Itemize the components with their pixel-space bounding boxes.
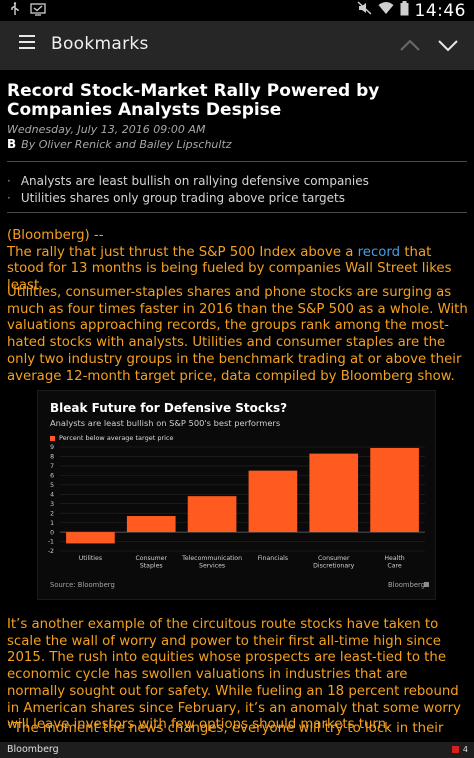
y-tick-label: 2 xyxy=(50,510,54,517)
x-tick-label: Care xyxy=(387,563,402,570)
paragraph: Utilities, consumer-staples shares and p… xyxy=(7,285,468,384)
y-tick-label: 3 xyxy=(50,501,54,508)
bullet-dot: · xyxy=(7,191,11,205)
paragraph: It’s another example of the circuitous r… xyxy=(7,617,461,733)
x-tick-label: Telecommunication xyxy=(181,555,242,562)
bar-chart: Bleak Future for Defensive Stocks? Analy… xyxy=(37,390,436,600)
x-tick-label: Consumer xyxy=(135,555,167,562)
status-bar: 14:46 xyxy=(0,0,474,21)
chart-brand: Bloomberg xyxy=(388,581,425,589)
bloomberg-glyph-icon xyxy=(424,582,429,587)
paragraph: (Bloomberg) -- The rally that just thrus… xyxy=(7,228,452,294)
bullet-dot: · xyxy=(7,174,11,188)
x-tick-label: Discretionary xyxy=(313,563,355,570)
chart-legend: Percent below average target price xyxy=(50,434,174,442)
legend-swatch xyxy=(50,435,55,441)
wifi-icon xyxy=(378,1,394,20)
bar xyxy=(126,516,176,533)
article-date: Wednesday, July 13, 2016 09:00 AM xyxy=(7,123,206,136)
y-tick-label: 1 xyxy=(50,520,54,527)
paragraph: “The moment the news changes, everyone w… xyxy=(7,721,444,736)
y-tick-label: -1 xyxy=(48,539,54,546)
summary-bullets: · Analysts are least bullish on rallying … xyxy=(7,173,467,207)
y-tick-label: 8 xyxy=(50,454,54,461)
article-body: Record Stock-Market Rally Powered by Com… xyxy=(0,70,474,742)
bar xyxy=(370,447,419,533)
y-tick-label: 0 xyxy=(50,529,54,536)
app-toolbar: Bookmarks xyxy=(0,21,474,70)
list-item: · Analysts are least bullish on rallying … xyxy=(7,174,369,188)
article-headline: Record Stock-Market Rally Powered by Com… xyxy=(7,81,380,120)
byline: B By Oliver Renick and Bailey Lipschultz xyxy=(7,137,232,151)
divider xyxy=(7,161,467,162)
bottom-bar: Bloomberg 4 xyxy=(0,742,474,758)
x-tick-label: Utilities xyxy=(79,555,102,562)
y-tick-label: 6 xyxy=(50,473,54,480)
x-tick-label: Health xyxy=(384,555,404,562)
chart-subtitle: Analysts are least bullish on S&P 500's … xyxy=(50,418,281,428)
page-title: Bookmarks xyxy=(51,34,149,54)
menu-icon[interactable] xyxy=(19,35,38,55)
x-tick-label: Consumer xyxy=(318,555,350,562)
y-tick-label: 9 xyxy=(50,444,54,451)
chevron-up-icon[interactable] xyxy=(398,34,422,56)
bar xyxy=(66,532,115,544)
x-tick-label: Financials xyxy=(258,555,288,562)
bar xyxy=(187,496,237,533)
y-tick-label: -2 xyxy=(48,548,54,555)
bar xyxy=(248,470,298,533)
battery-icon xyxy=(400,0,409,21)
y-tick-label: 7 xyxy=(50,463,54,470)
y-tick-label: 5 xyxy=(50,482,54,489)
chevron-down-icon[interactable] xyxy=(436,34,460,56)
screen-icon xyxy=(30,2,46,21)
chart-source: Source: Bloomberg xyxy=(50,581,115,589)
clock: 14:46 xyxy=(414,0,466,21)
list-item: · Utilities shares only group trading abo… xyxy=(7,191,346,205)
x-tick-label: Services xyxy=(199,563,225,570)
notification-icon xyxy=(451,746,459,753)
byline-authors: By Oliver Renick and Bailey Lipschultz xyxy=(21,137,232,151)
notification-badge[interactable]: 4 xyxy=(451,745,468,754)
y-tick-label: 4 xyxy=(50,491,54,498)
usb-icon xyxy=(10,2,20,21)
divider xyxy=(7,212,467,213)
legend-label: Percent below average target price xyxy=(59,434,174,442)
x-tick-label: Staples xyxy=(140,563,163,570)
bar xyxy=(309,453,359,533)
footer-brand: Bloomberg xyxy=(7,744,59,755)
mute-icon xyxy=(357,1,372,20)
notification-count: 4 xyxy=(462,745,468,754)
chart-title: Bleak Future for Defensive Stocks? xyxy=(50,401,288,415)
bloomberg-logo: B xyxy=(7,137,17,151)
record-link[interactable]: record xyxy=(357,244,401,260)
